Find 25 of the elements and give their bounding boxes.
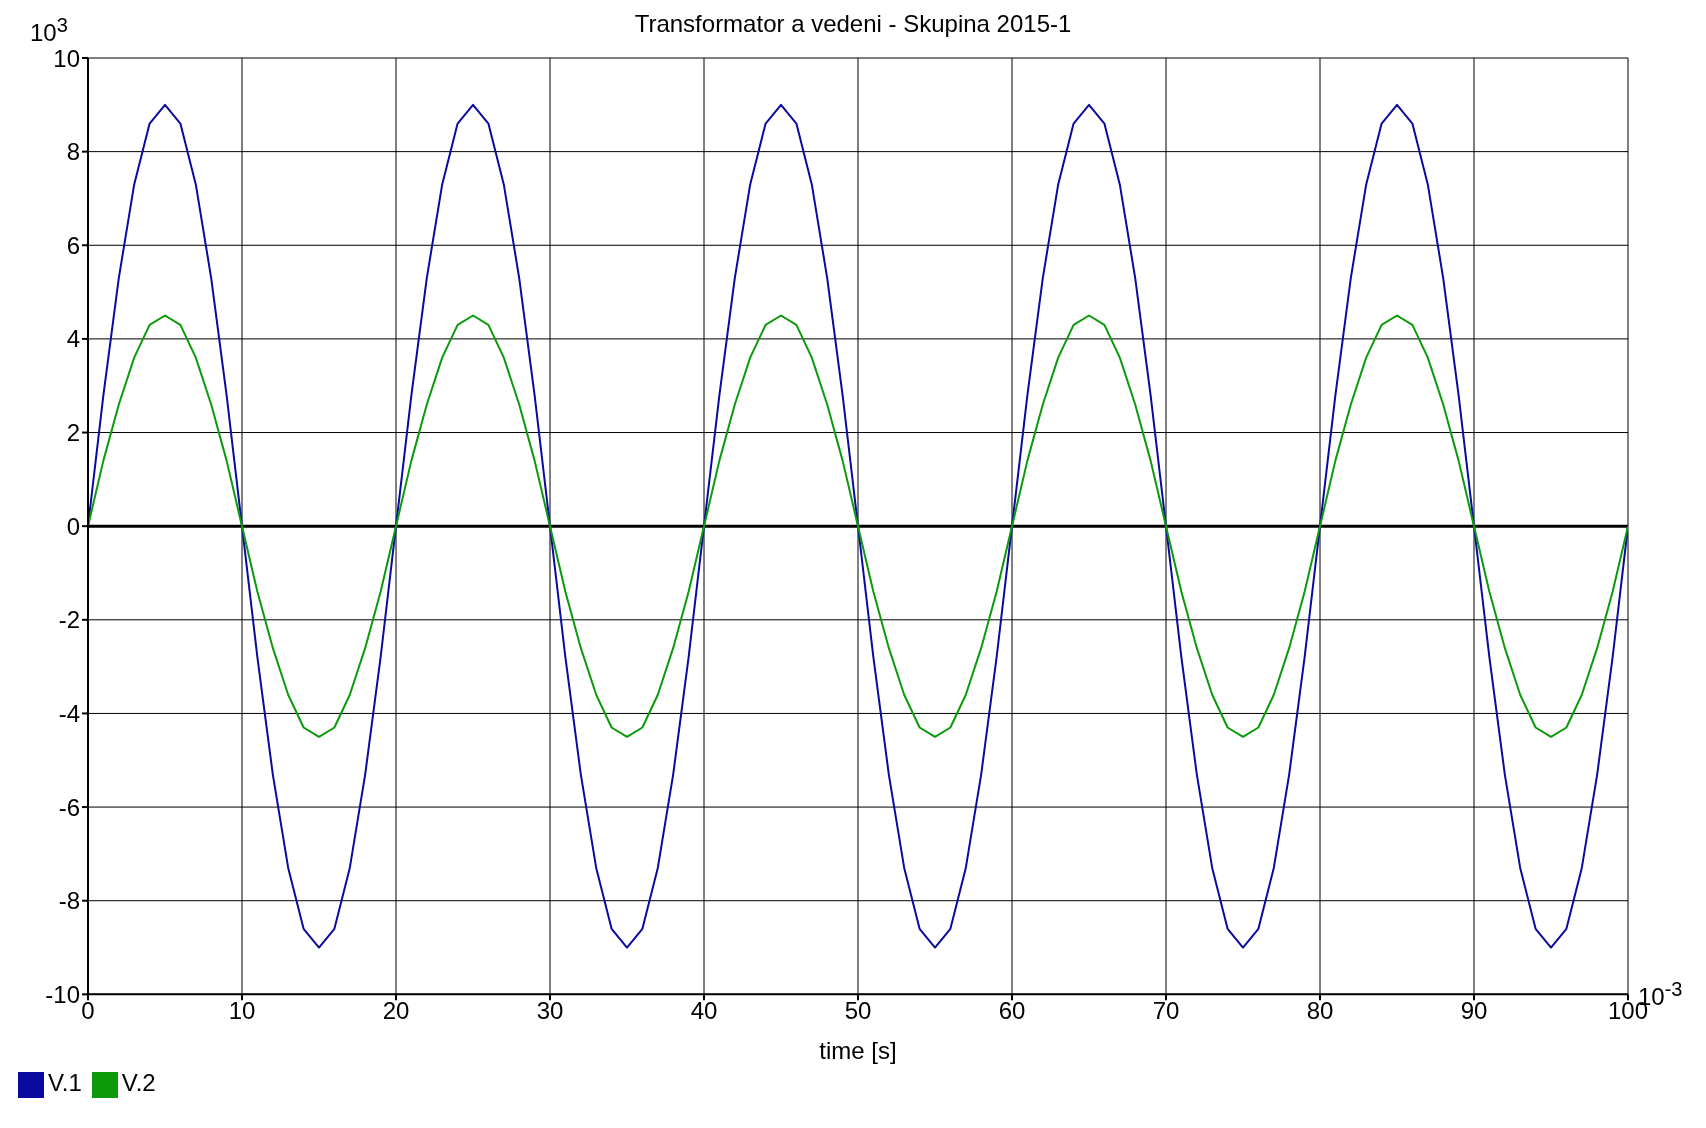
y-tick-label: -6 [58,793,80,821]
x-tick-label: 70 [1152,997,1180,1025]
x-tick-label: 10 [228,997,256,1025]
y-tick-label: -2 [58,606,80,634]
y-tick-label: 4 [66,325,80,353]
x-tick-label: 90 [1460,997,1488,1025]
y-tick-label: -8 [58,887,80,915]
x-tick-label: 60 [998,997,1026,1025]
x-tick-label: 20 [382,997,410,1025]
x-tick-label: 30 [536,997,564,1025]
y-tick-label: -10 [45,980,80,1008]
y-tick-label: 8 [66,138,80,166]
x-tick-label: 80 [1306,997,1334,1025]
y-tick-label: -4 [58,699,80,727]
x-tick-label: 40 [690,997,718,1025]
y-tick-label: 0 [66,512,80,540]
x-tick-label: 50 [844,997,872,1025]
y-tick-label: 2 [66,419,80,447]
text: 10$^{3}$ [30,14,68,47]
x-axis-title: time [s] [819,1037,897,1065]
chart-title: Transformator a vedeni - Skupina 2015-1 [634,10,1072,37]
y-tick-label: 10 [53,44,80,72]
legend-label: V.1 [48,1069,82,1097]
legend-label: V.2 [121,1069,156,1097]
y-tick-label: 6 [66,231,80,259]
